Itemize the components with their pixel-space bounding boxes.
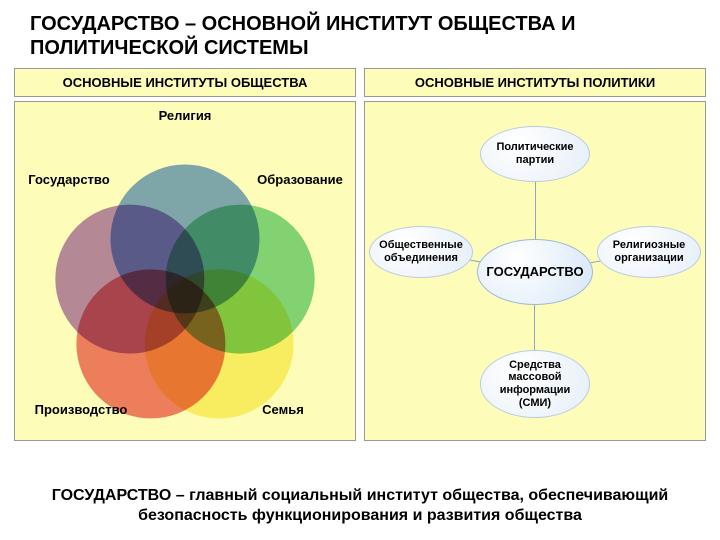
footer-lead: ГОСУДАРСТВО bbox=[52, 487, 172, 504]
right-heading: ОСНОВНЫЕ ИНСТИТУТЫ ПОЛИТИКИ bbox=[364, 68, 706, 97]
main-title: ГОСУДАРСТВО – ОСНОВНОЙ ИНСТИТУТ ОБЩЕСТВА… bbox=[0, 0, 720, 68]
venn-diagram bbox=[15, 102, 355, 441]
left-heading: ОСНОВНЫЕ ИНСТИТУТЫ ОБЩЕСТВА bbox=[14, 68, 356, 97]
columns: ОСНОВНЫЕ ИНСТИТУТЫ ОБЩЕСТВА Религия Госу… bbox=[0, 68, 720, 441]
left-panel: Религия Государство Образование Производ… bbox=[14, 101, 356, 441]
right-column: ОСНОВНЫЕ ИНСТИТУТЫ ПОЛИТИКИ Политические… bbox=[364, 68, 706, 441]
network-node: Общественные объединения bbox=[369, 226, 473, 278]
venn-circle bbox=[55, 204, 205, 354]
network-center: ГОСУДАРСТВО bbox=[477, 239, 593, 305]
footer-text: ГОСУДАРСТВО – главный социальный институ… bbox=[0, 486, 720, 526]
label-family: Семья bbox=[233, 402, 333, 417]
label-education: Образование bbox=[245, 172, 355, 187]
footer-rest: – главный социальный институт общества, … bbox=[138, 487, 668, 524]
network-node: Средства массовой информации (СМИ) bbox=[480, 350, 590, 418]
network-node: Политические партии bbox=[480, 126, 590, 182]
label-religion: Религия bbox=[125, 108, 245, 123]
right-panel: Политические партииОбщественные объедине… bbox=[364, 101, 706, 441]
label-production: Производство bbox=[21, 402, 141, 417]
label-state: Государство bbox=[19, 172, 119, 187]
left-column: ОСНОВНЫЕ ИНСТИТУТЫ ОБЩЕСТВА Религия Госу… bbox=[14, 68, 356, 441]
network-node: Религиозные организации bbox=[597, 226, 701, 278]
